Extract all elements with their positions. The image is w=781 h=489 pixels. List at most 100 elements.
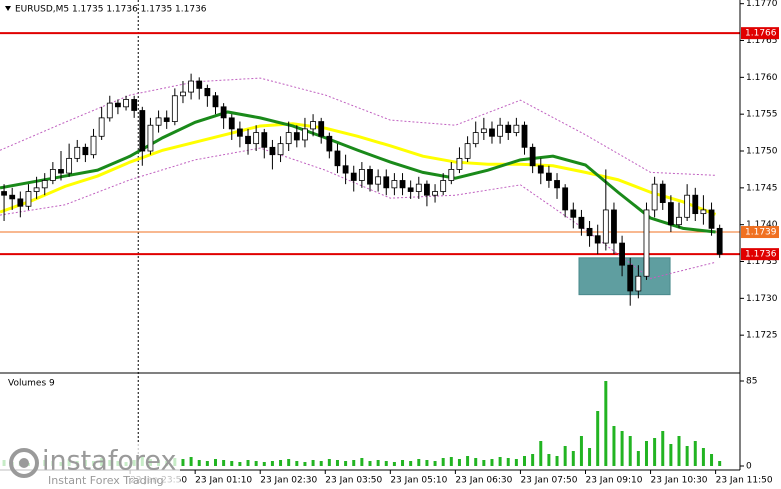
candle-body — [399, 180, 406, 189]
candle-body — [49, 169, 56, 181]
y-tick-label: 1.1745 — [746, 183, 778, 193]
candle-body — [139, 110, 146, 152]
candle-body — [163, 117, 170, 122]
candle-body — [505, 124, 512, 133]
candle-body — [407, 187, 414, 192]
volume-title: Volumes 9 — [8, 379, 55, 389]
candle-body — [440, 180, 447, 192]
candle-body — [115, 102, 121, 108]
candle-body — [58, 169, 64, 174]
candle-body — [236, 128, 243, 137]
candle-body — [489, 128, 495, 137]
candle-body — [196, 80, 203, 89]
candle-body — [310, 121, 316, 130]
candle-body — [277, 143, 284, 156]
x-tick-label: 23 Jan 01:10 — [195, 476, 252, 486]
candle-body — [472, 132, 479, 145]
candle-body — [594, 235, 601, 244]
y-tick-label: 1.1725 — [746, 331, 778, 341]
candle-body — [25, 191, 32, 207]
x-tick-label: 23 Jan 05:10 — [390, 476, 447, 486]
moving-average — [0, 110, 716, 234]
candle-body — [643, 209, 650, 277]
candle-body — [1, 191, 7, 196]
y-tick-label: 1.1770 — [746, 0, 778, 9]
candle-body — [66, 157, 73, 174]
candle-body — [204, 87, 211, 97]
x-tick-label: 23 Jan 09:10 — [585, 476, 642, 486]
candle-body — [285, 132, 292, 145]
candle-body — [171, 95, 178, 122]
candle-body — [74, 146, 81, 159]
candle-body — [554, 180, 560, 189]
candle-body — [391, 180, 398, 189]
candle-body — [253, 132, 260, 145]
x-tick-label: 23 Jan 10:30 — [651, 476, 708, 486]
candle-body — [131, 99, 138, 111]
x-tick-label: 23 Jan 11:50 — [716, 476, 773, 486]
candle-body — [212, 95, 219, 108]
candle-body — [684, 194, 691, 218]
candle-body — [586, 227, 593, 237]
level-box — [741, 226, 779, 239]
candle-body — [619, 242, 625, 266]
x-tick-label: 23 Jan 07:50 — [520, 476, 577, 486]
watermark-name: instaforex — [42, 446, 176, 477]
candle-body — [562, 187, 569, 211]
candle-body — [147, 124, 154, 152]
candle-body — [180, 91, 186, 97]
watermark-logo — [9, 448, 39, 478]
candle-body — [464, 143, 471, 159]
candle-body — [424, 183, 430, 196]
candle-body — [123, 99, 129, 108]
y-tick-label: 1.1765 — [746, 36, 778, 46]
candle-body — [692, 194, 699, 215]
candle-body — [188, 80, 194, 93]
candle-body — [659, 183, 666, 203]
candle-body — [375, 176, 382, 185]
candle-body — [529, 146, 536, 167]
watermark: instaforex Instant Forex Trading — [0, 443, 180, 489]
menu-icon — [5, 6, 11, 11]
volume-tick-label: 85 — [746, 377, 757, 387]
chart-header: EURUSD,M5 1.1735 1.1736 1.1735 1.1736 — [15, 5, 207, 15]
x-tick-label: 23 Jan 02:30 — [260, 476, 317, 486]
level-label: 1.1736 — [745, 250, 777, 260]
candle-body — [611, 209, 617, 244]
candle-body — [480, 128, 487, 133]
candle-body — [415, 183, 422, 192]
candle-body — [245, 135, 251, 145]
candle-body — [33, 187, 40, 192]
x-tick-label: 23 Jan 06:30 — [455, 476, 512, 486]
candle-body — [318, 121, 325, 137]
candle-body — [708, 209, 715, 229]
band-line — [0, 77, 716, 176]
candle-body — [635, 275, 642, 292]
candle-body — [342, 165, 349, 174]
candle-body — [521, 124, 528, 148]
candle-body — [350, 172, 357, 181]
candle-body — [326, 135, 333, 152]
y-tick-label: 1.1760 — [746, 73, 778, 83]
level-box — [741, 248, 779, 261]
candle-body — [17, 198, 24, 207]
candle-body — [41, 180, 48, 189]
candle-body — [106, 102, 113, 119]
y-tick-label: 1.1750 — [746, 147, 778, 157]
candle-body — [269, 146, 276, 156]
candle-body — [627, 264, 634, 292]
candle-body — [98, 117, 105, 137]
candle-body — [537, 165, 544, 174]
candle-body — [90, 135, 97, 156]
level-box — [741, 27, 779, 40]
candle-body — [570, 209, 577, 218]
watermark-logo-dot — [19, 458, 29, 468]
volume-tick-label: 0 — [746, 462, 752, 472]
candle-body — [456, 157, 463, 170]
candle-body — [546, 172, 552, 181]
y-tick-label: 1.1730 — [746, 294, 778, 304]
candle-body — [497, 124, 504, 137]
level-label: 1.1739 — [745, 228, 777, 238]
